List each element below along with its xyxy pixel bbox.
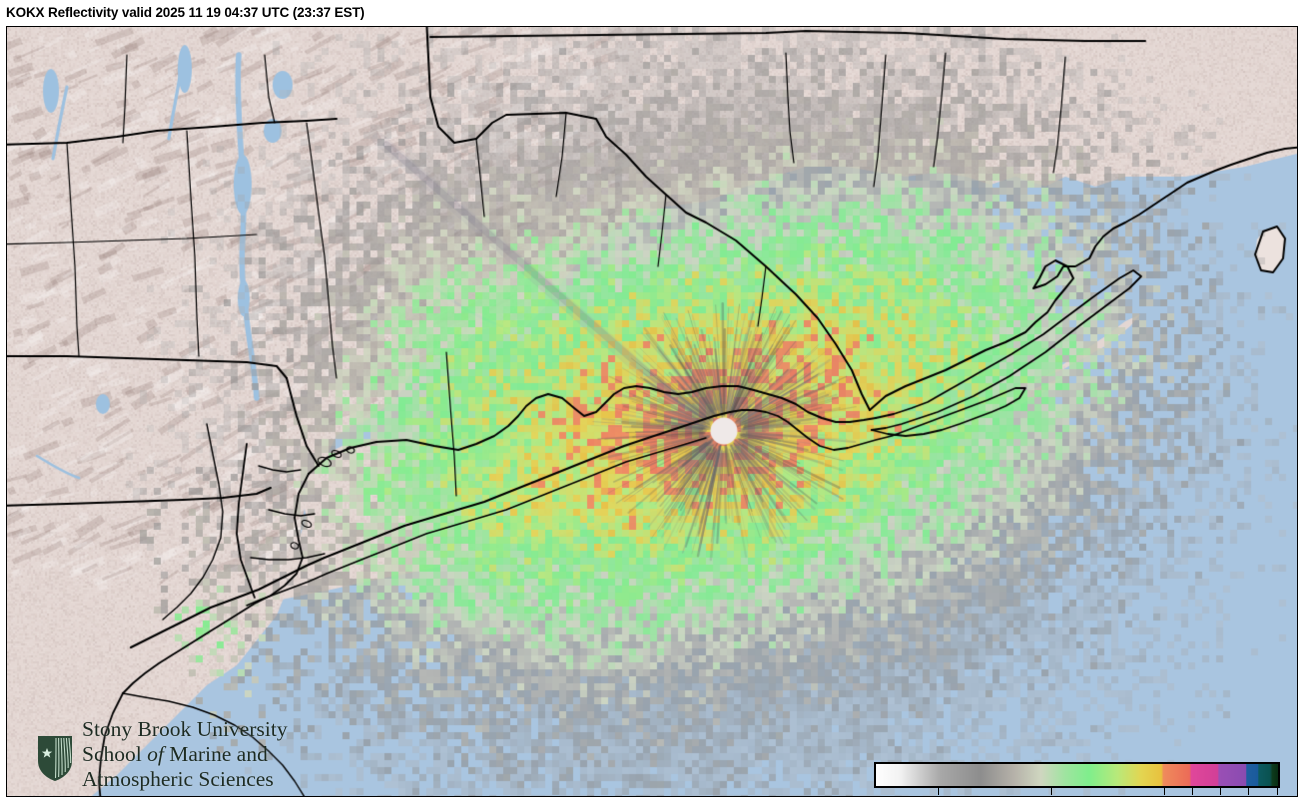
colorbar-tick-label: 70 [1239, 795, 1258, 796]
colorbar-tick [1276, 788, 1278, 795]
colorbar-bar [874, 762, 1280, 788]
reflectivity-colorbar: 0 20 40 50 60 70 80 [874, 762, 1286, 796]
colorbar-tick [1248, 788, 1250, 795]
colorbar-tick-labels: 0 20 40 50 60 70 80 [874, 788, 1286, 796]
colorbar-gradient [876, 764, 1278, 786]
colorbar-tick-label: 50 [1183, 795, 1202, 796]
radar-map-panel[interactable]: Stony Brook University School of Marine … [6, 26, 1298, 797]
colorbar-tick-label: 0 [933, 795, 942, 796]
colorbar-tick [1164, 788, 1166, 795]
colorbar-tick [937, 788, 939, 795]
colorbar-tick [1220, 788, 1222, 795]
colorbar-tick-label: 80 [1267, 795, 1286, 796]
colorbar-tick-label: 60 [1211, 795, 1230, 796]
colorbar-tick-label: 20 [1042, 795, 1061, 796]
colorbar-tick [1051, 788, 1053, 795]
colorbar-tick-label: 40 [1155, 795, 1174, 796]
colorbar-tick [1192, 788, 1194, 795]
radar-reflectivity-image[interactable] [7, 27, 1297, 796]
page-title: KOKX Reflectivity valid 2025 11 19 04:37… [6, 5, 365, 20]
title-bar: KOKX Reflectivity valid 2025 11 19 04:37… [0, 0, 1316, 26]
